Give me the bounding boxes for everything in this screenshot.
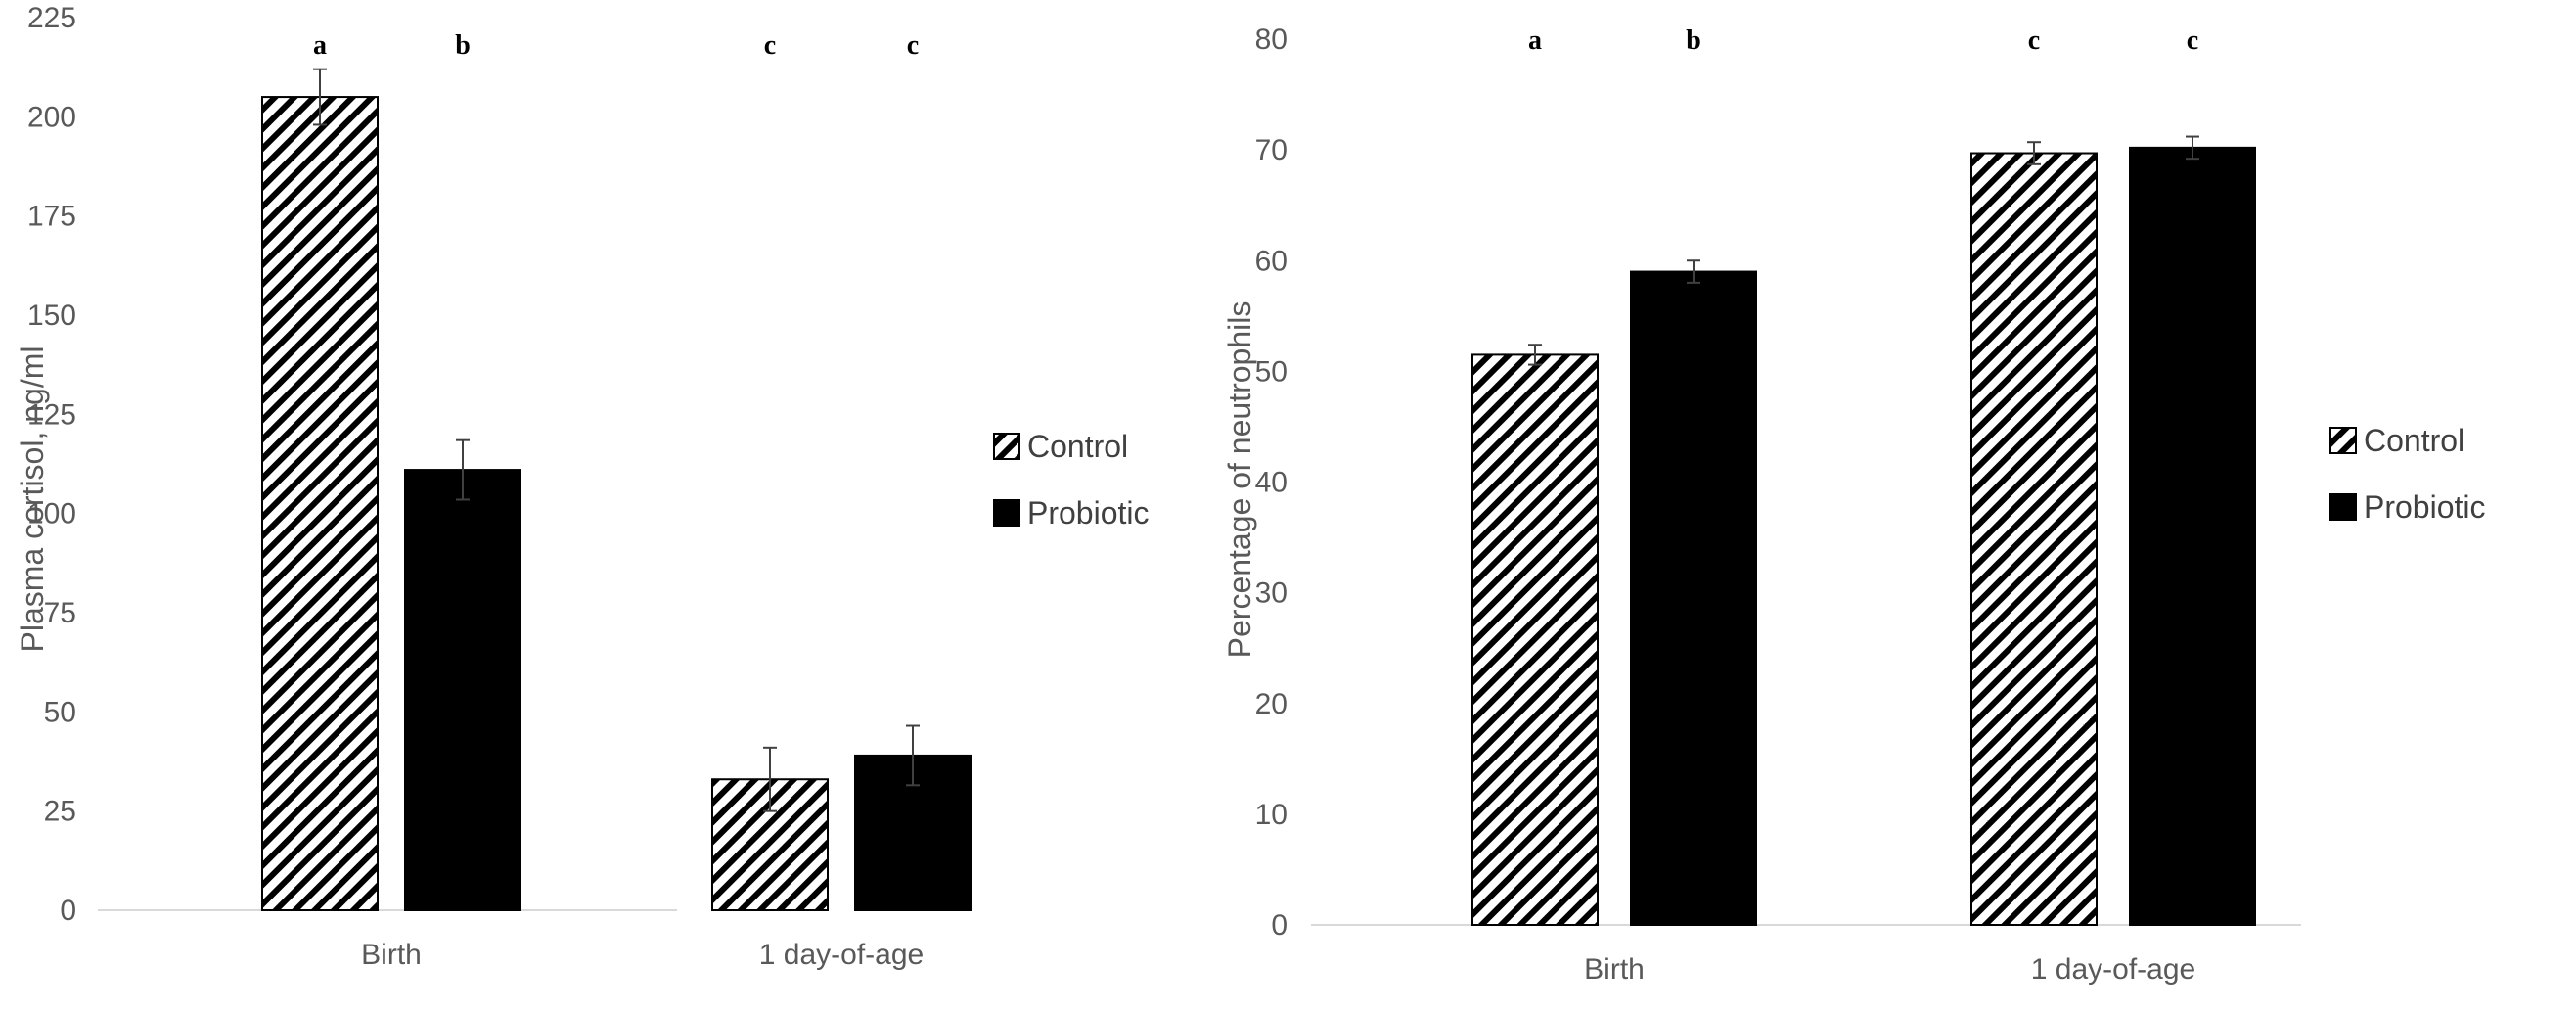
significance-letter: c	[2187, 25, 2198, 56]
legend: Control Probiotic	[993, 429, 1150, 530]
legend: Control Probiotic	[2329, 423, 2486, 525]
significance-letter: b	[1686, 25, 1701, 56]
y-tick-label: 60	[1255, 245, 1288, 277]
y-tick-label: 40	[1255, 467, 1288, 499]
significance-letter: c	[907, 30, 919, 61]
y-tick-label: 150	[27, 300, 76, 332]
x-tick-label: 1 day-of-age	[759, 939, 924, 971]
y-tick-label: 225	[27, 2, 76, 34]
bar-probiotic	[1630, 270, 1757, 926]
y-axis-ticks: 0 10 20 30 40 50 60 70 80	[1255, 23, 1288, 942]
significance-letter: a	[1528, 25, 1542, 56]
error-bar	[906, 724, 920, 787]
legend-label: Probiotic	[1027, 495, 1150, 530]
x-tick-label: Birth	[1584, 953, 1645, 986]
y-axis-title: Plasma cortisol, ng/ml	[15, 346, 50, 653]
y-tick-label: 20	[1255, 688, 1288, 720]
x-tick-label: Birth	[361, 939, 422, 971]
bars	[1471, 135, 2256, 927]
y-tick-label: 0	[1271, 909, 1288, 942]
x-axis-labels: Birth 1 day-of-age	[361, 939, 924, 971]
y-tick-label: 125	[27, 398, 76, 431]
y-tick-label: 80	[1255, 23, 1288, 56]
y-tick-label: 175	[27, 201, 76, 233]
legend-label: Control	[2364, 423, 2464, 458]
y-tick-label: 30	[1255, 577, 1288, 610]
legend-swatch-probiotic	[2329, 493, 2357, 521]
y-tick-label: 10	[1255, 799, 1288, 831]
y-tick-label: 25	[44, 796, 76, 828]
significance-letter: a	[313, 30, 327, 61]
significance-letter: c	[764, 30, 776, 61]
significance-letter: c	[2028, 25, 2040, 56]
significance-letter: b	[455, 30, 471, 61]
y-tick-label: 70	[1255, 134, 1288, 166]
bar-probiotic	[404, 469, 521, 911]
bar-probiotic	[2129, 146, 2256, 927]
legend-swatch-probiotic	[993, 499, 1020, 527]
error-bar	[1528, 344, 1542, 366]
error-bar	[313, 68, 327, 126]
legend-swatch-control	[2329, 427, 2357, 454]
y-tick-label: 200	[27, 101, 76, 133]
y-tick-label: 50	[1255, 355, 1288, 388]
y-tick-label: 100	[27, 498, 76, 530]
cortisol-chart: Plasma cortisol, ng/ml 0 25 50 75 100 125 150 1…	[15, 2, 1150, 971]
legend-label: Probiotic	[2364, 489, 2486, 525]
error-bar	[456, 438, 470, 501]
bars	[261, 68, 972, 912]
error-bar	[1687, 259, 1700, 284]
bar-control	[261, 96, 379, 912]
error-bar	[2186, 135, 2199, 161]
neutrophils-chart: Percentage of neutrophils 0 10 20 30 40 50 60 7…	[1222, 23, 2486, 986]
bar-control	[1970, 152, 2098, 927]
legend-swatch-control	[993, 433, 1020, 460]
y-tick-label: 75	[44, 597, 76, 629]
y-tick-label: 0	[60, 895, 76, 927]
y-axis-ticks: 0 25 50 75 100 125 150 175 200 225	[27, 2, 76, 927]
y-axis-title: Percentage of neutrophils	[1222, 301, 1257, 659]
x-tick-label: 1 day-of-age	[2031, 953, 2195, 986]
bar-control	[1471, 353, 1599, 926]
legend-label: Control	[1027, 429, 1128, 464]
y-tick-label: 50	[44, 696, 76, 728]
x-axis-labels: Birth 1 day-of-age	[1584, 953, 2195, 986]
error-bar	[2027, 141, 2041, 165]
error-bar	[763, 746, 777, 812]
